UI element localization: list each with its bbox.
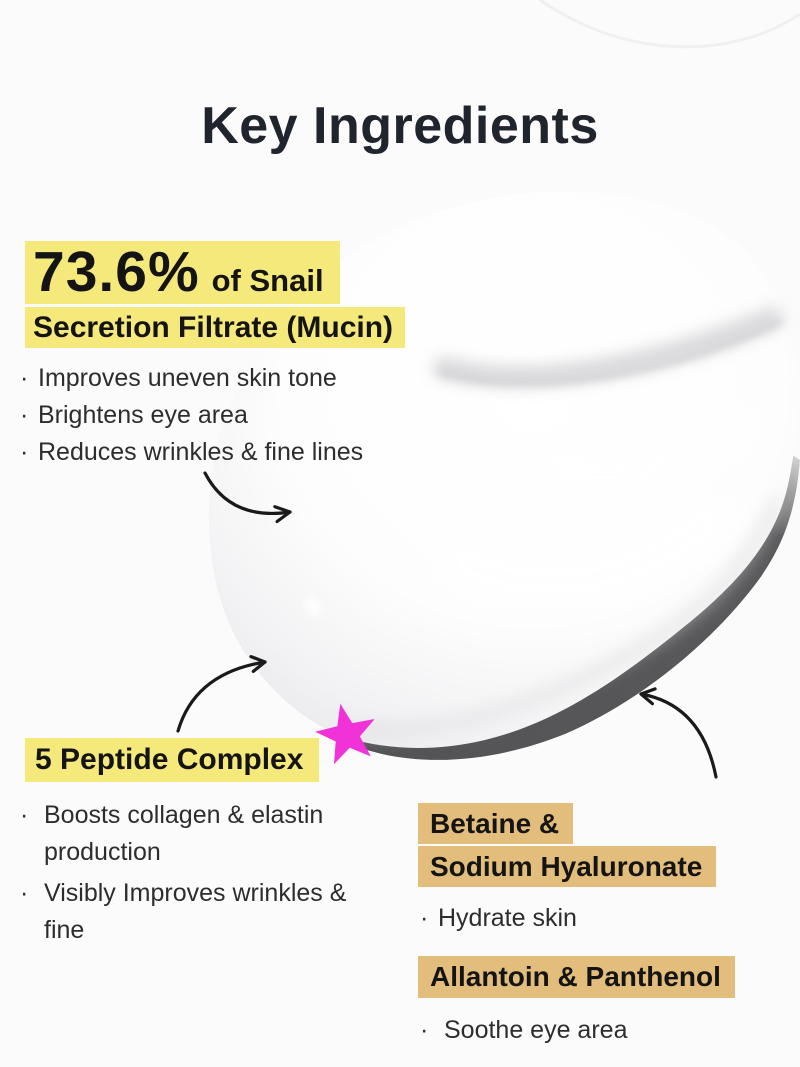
bullet-dot: · xyxy=(20,401,29,429)
curved-arrow-up-left-icon xyxy=(639,687,718,779)
allantoin-benefit-list: · Soothe eye area xyxy=(420,1012,627,1049)
peptide-benefit-list: · Boosts collagen & elastin production ·… xyxy=(20,797,430,953)
bullet-dot: · xyxy=(20,879,29,907)
betaine-heading-line1: Betaine & xyxy=(418,803,574,844)
list-item: · Brightens eye area xyxy=(20,397,363,434)
bullet-dot: · xyxy=(20,801,29,829)
list-item: · Hydrate skin xyxy=(420,900,577,937)
betaine-heading-line2: Sodium Hyaluronate xyxy=(418,846,717,887)
list-item: · Improves uneven skin tone xyxy=(20,360,363,397)
snail-percent: 73.6% xyxy=(33,240,200,304)
list-item: · Visibly Improves wrinkles & fine xyxy=(20,875,430,949)
bullet-dot: · xyxy=(420,904,429,932)
snail-heading-line2: Secretion Filtrate (Mucin) xyxy=(25,307,406,348)
magenta-star-icon xyxy=(315,703,375,765)
snail-heading-line1: 73.6% of Snail xyxy=(25,241,340,304)
list-item: · Boosts collagen & elastin production xyxy=(20,797,430,871)
peptide-heading: 5 Peptide Complex xyxy=(25,738,320,782)
page-title: Key Ingredients xyxy=(201,97,599,155)
bullet-dot: · xyxy=(420,1016,429,1044)
list-item: · Reduces wrinkles & fine lines xyxy=(20,434,363,471)
star-shape xyxy=(315,703,375,765)
list-item: · Soothe eye area xyxy=(420,1012,627,1049)
faint-background-arc xyxy=(539,0,800,49)
betaine-benefit-list: · Hydrate skin xyxy=(420,900,577,937)
snail-benefit-list: · Improves uneven skin tone · Brightens … xyxy=(20,360,363,471)
allantoin-heading: Allantoin & Panthenol xyxy=(418,956,735,998)
bullet-dot: · xyxy=(20,438,29,466)
bullet-dot: · xyxy=(20,364,29,392)
curved-arrow-down-right-icon xyxy=(203,471,292,524)
snail-percent-suffix: of Snail xyxy=(211,263,324,298)
curved-arrow-up-right-icon xyxy=(176,655,267,733)
